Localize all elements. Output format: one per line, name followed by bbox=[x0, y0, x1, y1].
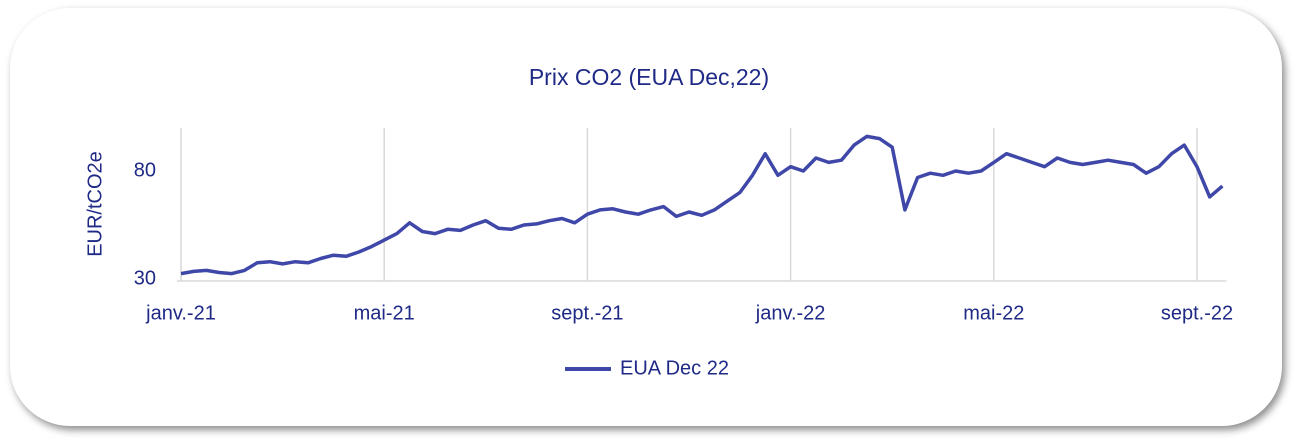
series-line bbox=[180, 134, 1224, 276]
y-tick-label: 80 bbox=[134, 159, 156, 181]
x-tick-label: sept.-22 bbox=[1161, 302, 1233, 324]
y-axis-label: EUR/tCO2e bbox=[84, 151, 106, 257]
x-tick-label: sept.-21 bbox=[551, 302, 623, 324]
card bbox=[10, 8, 1282, 426]
x-tick-label: janv.-21 bbox=[145, 302, 216, 324]
x-tick-label: mai-21 bbox=[354, 302, 415, 324]
x-tick-label: janv.-22 bbox=[755, 302, 826, 324]
legend-label: EUA Dec 22 bbox=[620, 357, 729, 379]
x-tick-label: mai-22 bbox=[963, 302, 1024, 324]
y-tick-label: 30 bbox=[134, 267, 156, 289]
chart-title: Prix CO2 (EUA Dec,22) bbox=[529, 64, 769, 90]
